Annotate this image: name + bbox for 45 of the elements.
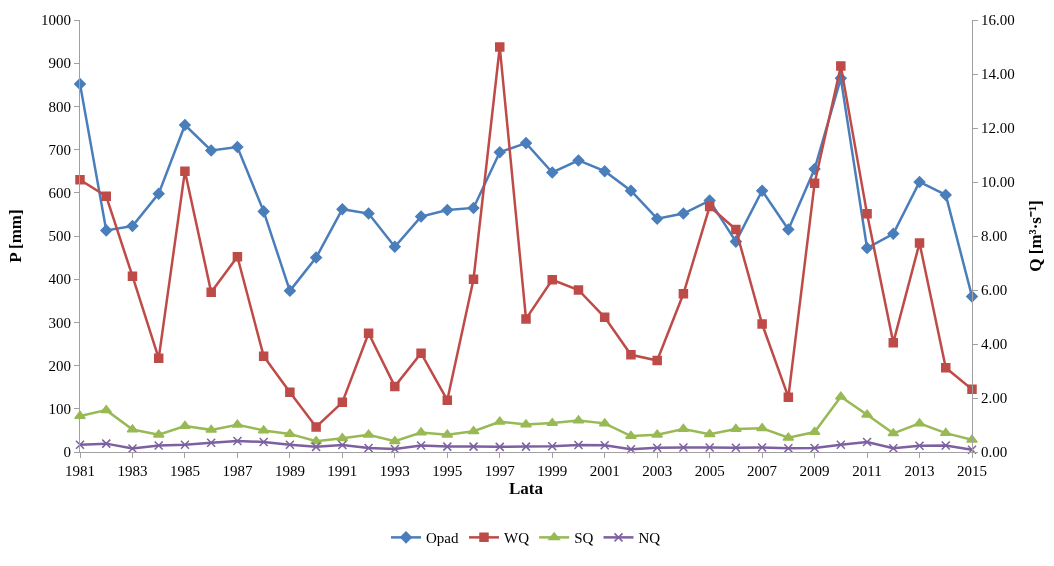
y-tick-label: 200 bbox=[48, 357, 71, 374]
y2-tick-label: 2.00 bbox=[981, 390, 1008, 407]
x-tick-label: 1983 bbox=[117, 463, 148, 479]
y2-axis-title: Q [m³·s⁻¹] bbox=[1026, 200, 1046, 272]
x-tick-label: 1993 bbox=[379, 463, 410, 479]
y2-tick-label: 4.00 bbox=[981, 336, 1008, 353]
y-tick-label: 400 bbox=[48, 271, 71, 288]
y-tick-label: 900 bbox=[48, 55, 71, 72]
x-axis-title: Lata bbox=[509, 479, 544, 499]
y2-tick-label: 6.00 bbox=[981, 282, 1008, 299]
x-tick-label: 2005 bbox=[694, 463, 725, 479]
y-tick-label: 300 bbox=[48, 314, 71, 331]
y2-tick-label: 14.00 bbox=[981, 66, 1015, 83]
x-tick-label: 2015 bbox=[957, 463, 987, 479]
y-tick-label: 700 bbox=[48, 141, 71, 158]
y-tick-label: 1000 bbox=[41, 12, 71, 29]
y-tick-label: 0 bbox=[63, 444, 71, 461]
x-tick-label: 2013 bbox=[904, 463, 935, 479]
y-axis-title: P [mm] bbox=[5, 209, 25, 263]
x-tick-label: 1987 bbox=[222, 463, 253, 479]
legend-label: WQ bbox=[503, 530, 530, 547]
y-tick-label: 100 bbox=[48, 401, 71, 418]
x-tick-label: 2001 bbox=[589, 463, 620, 479]
legend-label: NQ bbox=[638, 530, 661, 547]
x-tick-label: 1997 bbox=[484, 463, 516, 479]
x-tick-label: 2003 bbox=[642, 463, 673, 479]
y2-tick-label: 10.00 bbox=[981, 174, 1015, 191]
y2-tick-label: 12.00 bbox=[981, 120, 1015, 137]
x-tick-label: 1995 bbox=[432, 463, 463, 479]
x-tick-label: 2009 bbox=[799, 463, 830, 479]
x-tick-label: 1985 bbox=[169, 463, 200, 479]
legend-label: SQ bbox=[574, 530, 594, 547]
x-tick-label: 1981 bbox=[65, 463, 95, 479]
y-tick-label: 600 bbox=[48, 185, 71, 202]
y2-tick-label: 16.00 bbox=[981, 12, 1015, 29]
legend-label: Opad bbox=[426, 530, 459, 547]
x-tick-label: 2007 bbox=[747, 463, 778, 479]
x-tick-label: 1991 bbox=[327, 463, 358, 479]
x-tick-label: 1999 bbox=[537, 463, 568, 479]
x-tick-label: 1989 bbox=[274, 463, 305, 479]
y-tick-label: 800 bbox=[48, 98, 71, 115]
y2-tick-label: 0.00 bbox=[981, 444, 1008, 461]
y2-tick-label: 8.00 bbox=[981, 228, 1008, 245]
x-tick-label: 2011 bbox=[852, 463, 882, 479]
y-tick-label: 500 bbox=[48, 228, 71, 245]
